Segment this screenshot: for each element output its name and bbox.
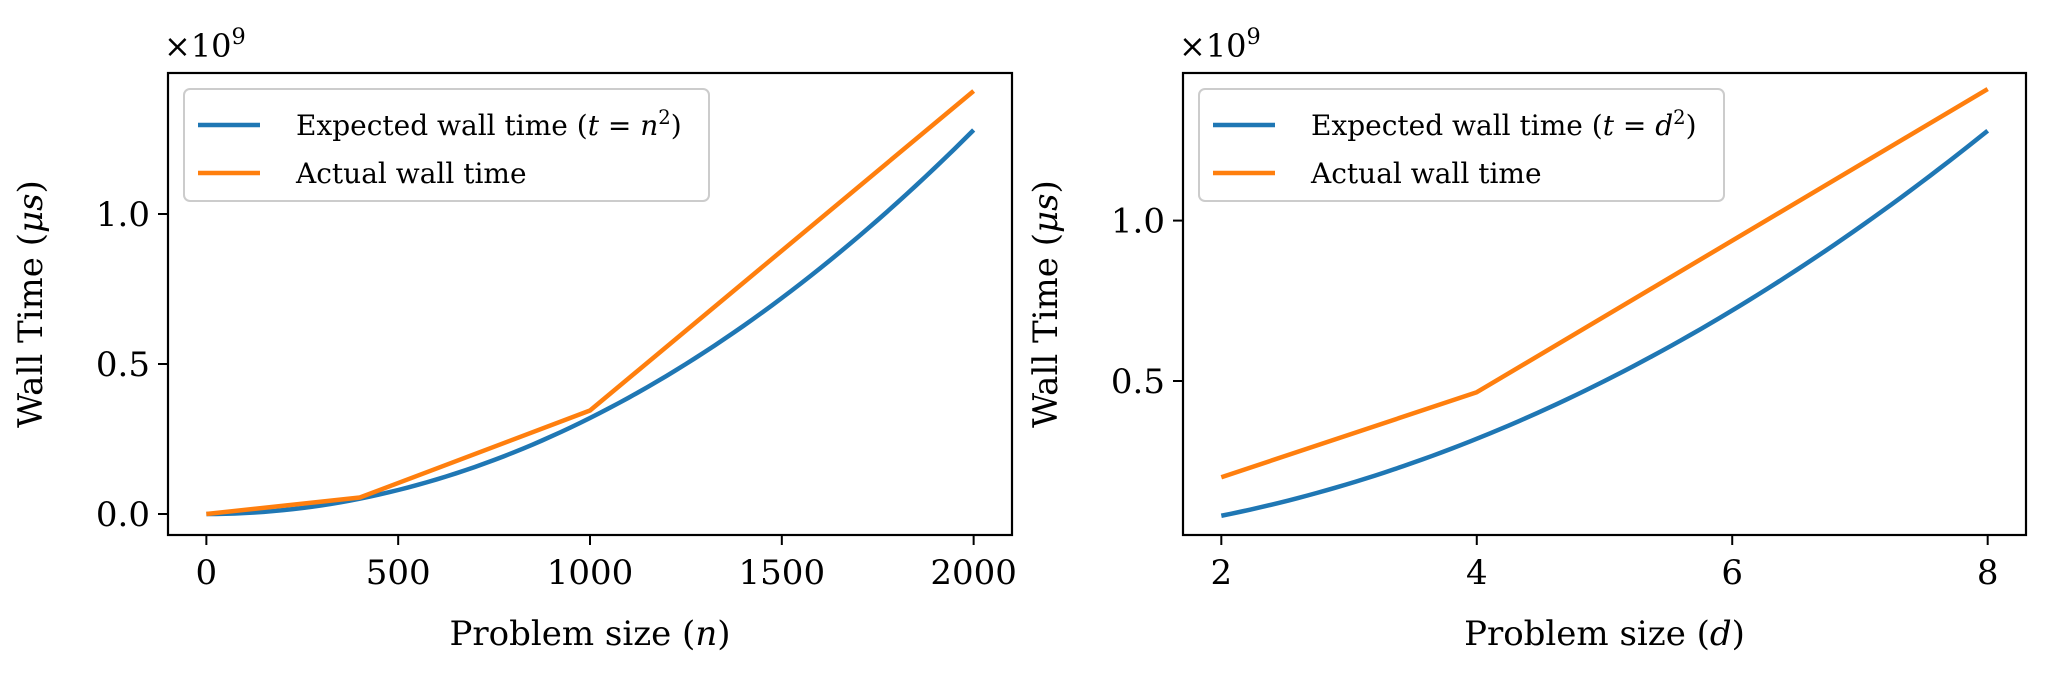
chart_data.0.y_multiplier_parts-part: ×10 xyxy=(164,27,232,65)
y-tick-label: 0.0 xyxy=(96,495,150,535)
x-tick-label: 1500 xyxy=(739,553,826,593)
chart_data.0.ylabel_parts-part: μs xyxy=(11,193,51,233)
chart_data.0.series.0.name_parts-part: ) xyxy=(671,109,682,142)
chart_data.1.series.0.name_parts-part: ) xyxy=(1686,109,1697,142)
x-tick-label: 6 xyxy=(1721,553,1743,593)
chart_data.0.xlabel_parts-part: n xyxy=(695,614,717,654)
y-tick-label: 0.5 xyxy=(96,345,150,385)
x-tick-label: 2000 xyxy=(930,553,1017,593)
chart_data.1.ylabel_parts-part: Wall Time ( xyxy=(1026,233,1066,428)
chart_data.1.ylabel_parts-part: ) xyxy=(1026,180,1066,193)
x-axis-label: Problem size (n) xyxy=(449,614,730,654)
chart_data.1.series.0.name_parts-part: 2 xyxy=(1673,106,1685,129)
legend: Expected wall time (t = d2) Actual wall t… xyxy=(1198,88,1725,202)
legend-label: Actual wall time xyxy=(295,157,527,190)
chart_data.0.xlabel_parts-part: Problem size ( xyxy=(449,614,695,654)
y-multiplier-label: ×109 xyxy=(1179,24,1261,65)
chart_data.0.series.0.name_parts-part: t xyxy=(588,109,600,142)
plot-frame xyxy=(1181,71,2028,537)
y-tick-label: 1.0 xyxy=(96,195,150,235)
x-tick-label: 0 xyxy=(196,553,218,593)
legend-box xyxy=(1198,88,1725,202)
chart_data.1.series.0.name_parts-part: = xyxy=(1614,109,1655,142)
y-axis-label: Wall Time (μs) xyxy=(1026,180,1066,428)
chart_data.0.series.0.name_parts-part: = xyxy=(599,109,640,142)
chart_data.1.y_multiplier_parts-part: 9 xyxy=(1247,24,1261,50)
y-tick-label: 0.5 xyxy=(1111,362,1165,402)
y-tick-label: 1.0 xyxy=(1111,202,1165,242)
chart_data.1.series.0.name_parts-part: d xyxy=(1655,109,1673,142)
x-axis-label: Problem size (d) xyxy=(1464,614,1745,654)
legend-label: Expected wall time (t = d2) xyxy=(1311,106,1697,143)
chart_data.1.series.0.name_parts-part: t xyxy=(1603,109,1615,142)
actual-wall-time-line xyxy=(1220,87,1989,480)
chart_data.1.series.0.name_parts-part: Expected wall time ( xyxy=(1311,109,1603,142)
y-axis-label: Wall Time (μs) xyxy=(11,180,51,428)
x-tick-label: 1000 xyxy=(547,553,634,593)
chart_data.1.y_multiplier_parts-part: ×10 xyxy=(1179,27,1247,65)
legend-box xyxy=(183,88,710,202)
chart_data.1.ylabel_parts-part: μs xyxy=(1026,193,1066,233)
chart_data.0.y_multiplier_parts-part: 9 xyxy=(232,24,246,50)
y-multiplier-label: ×109 xyxy=(164,24,246,65)
actual-wall-time-line xyxy=(206,89,976,517)
x-tick-label: 8 xyxy=(1977,553,1999,593)
expected-wall-time-line xyxy=(1220,128,1990,518)
legend-label: Expected wall time (t = n2) xyxy=(296,106,682,143)
x-tick-label: 4 xyxy=(1466,553,1488,593)
legend-label: Actual wall time xyxy=(1310,157,1542,190)
chart_data.0.ylabel_parts-part: ) xyxy=(11,180,51,193)
chart_data.1.xlabel_parts-part: Problem size ( xyxy=(1464,614,1710,654)
chart_data.0.ylabel_parts-part: Wall Time ( xyxy=(11,233,51,428)
chart_data.1.xlabel_parts-part: d xyxy=(1710,614,1732,654)
expected-wall-time-line xyxy=(206,128,976,517)
x-tick-label: 500 xyxy=(366,553,431,593)
legend: Expected wall time (t = n2) Actual wall t… xyxy=(183,88,710,202)
chart_data.1.xlabel_parts-part: ) xyxy=(1732,614,1745,654)
chart_data.0.xlabel_parts-part: ) xyxy=(717,614,730,654)
chart_data.0.series.0.name_parts-part: Expected wall time ( xyxy=(296,109,588,142)
chart_data.0.series.0.name_parts-part: 2 xyxy=(658,106,670,129)
x-tick-label: 2 xyxy=(1210,553,1232,593)
chart_data.0.series.0.name_parts-part: n xyxy=(640,109,658,142)
